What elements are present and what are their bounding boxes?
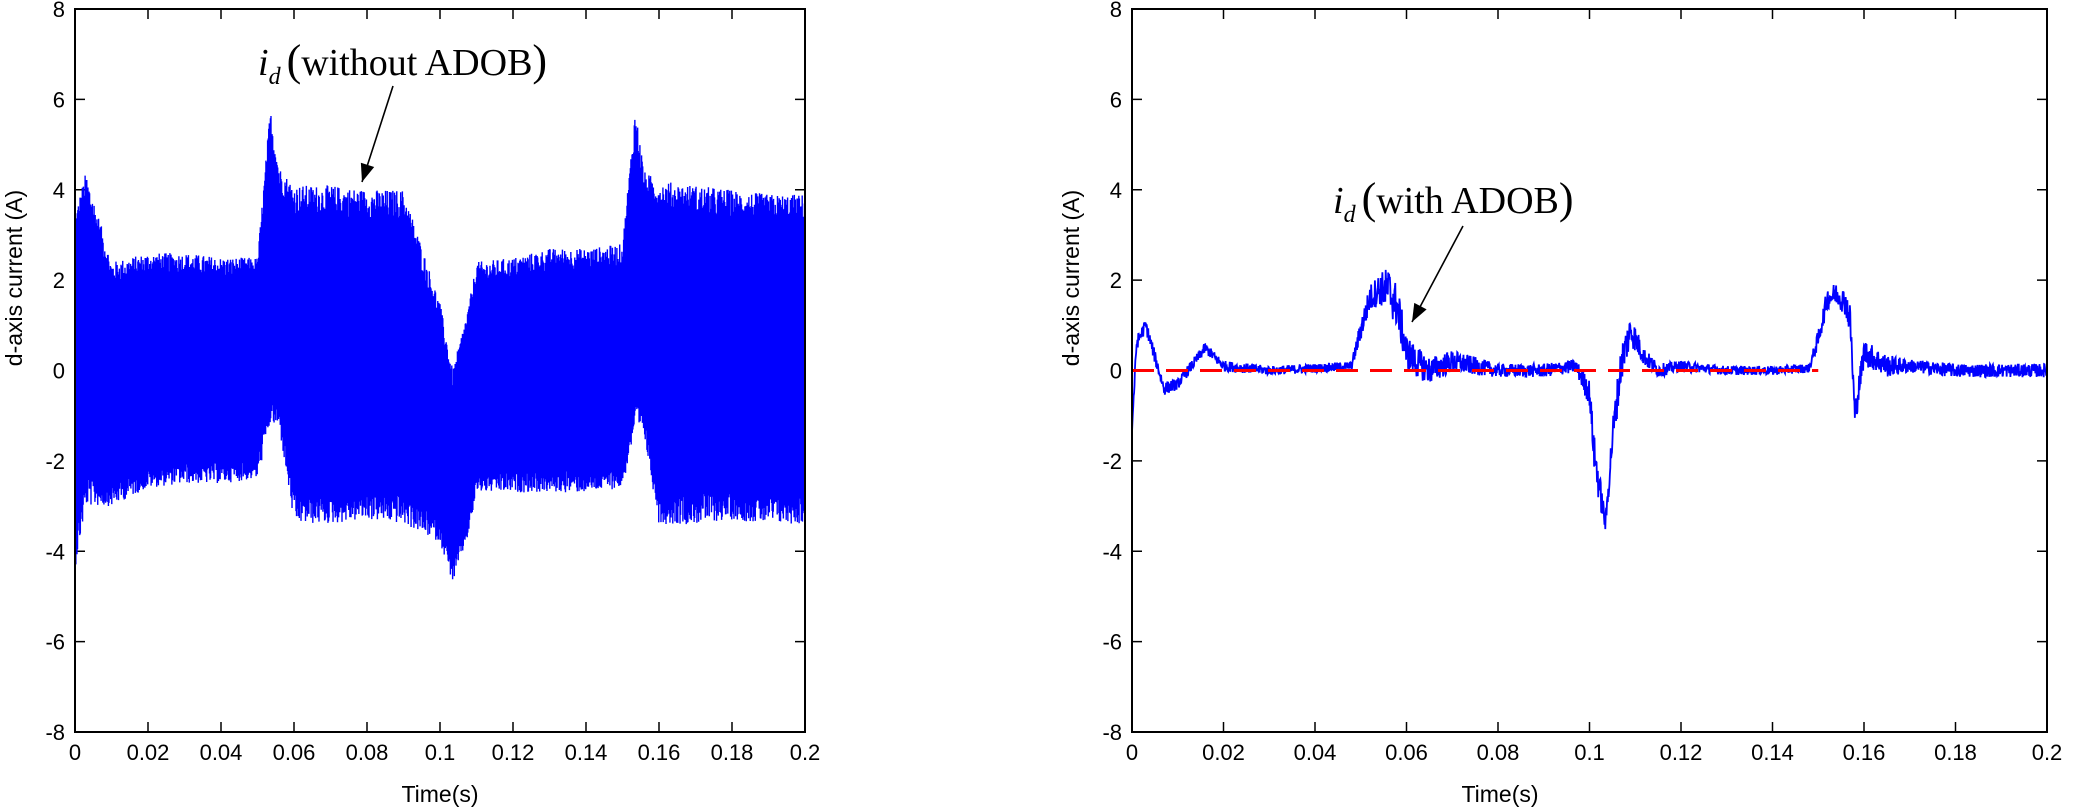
x-tick-label-left: 0.12 (492, 740, 535, 765)
x-tick-label-right: 0.04 (1294, 740, 1337, 765)
series-group-left (75, 115, 805, 580)
annotation-symbol-left: i (258, 42, 269, 84)
x-tick-label-left: 0.1 (425, 740, 456, 765)
x-tick-label-right: 0.02 (1202, 740, 1245, 765)
annotation-text-left: without ADOB (301, 42, 532, 84)
x-tick-label-left: 0.04 (200, 740, 243, 765)
y-tick-label-left: -6 (45, 630, 65, 655)
annotation-right: id (with ADOB) (1333, 174, 1574, 323)
y-axis-label-left: d-axis current (A) (1, 190, 27, 366)
series-line-right (1132, 269, 2047, 530)
annotation-paren-open-left: ( (287, 36, 302, 85)
y-tick-label-right: 8 (1110, 0, 1122, 22)
plot-frame-right (1131, 8, 2048, 733)
annotation-text-right: with ADOB (1376, 180, 1559, 222)
chart-right: d-axis current (A) Time(s) 0 0.02 0.04 0.06… (1058, 0, 2062, 807)
x-tick-label-right: 0.16 (1843, 740, 1886, 765)
x-tick-label-right: 0.06 (1385, 740, 1428, 765)
y-tick-label-left: 8 (53, 0, 65, 22)
y-tick-label-left: -4 (45, 539, 65, 564)
y-tick-label-left: 4 (53, 178, 65, 203)
x-axis-label-left: Time(s) (401, 781, 478, 807)
annotation-arrowhead-left (360, 162, 375, 182)
x-tick-label-right: 0 (1126, 740, 1138, 765)
annotation-arrow-right (1411, 225, 1464, 323)
x-tick-label-right: 0.1 (1574, 740, 1605, 765)
x-tick-label-left: 0.06 (273, 740, 316, 765)
x-axis-label-right: Time(s) (1461, 781, 1538, 807)
annotation-label-left: id (without ADOB) (258, 36, 547, 90)
plot-area-left (75, 115, 805, 580)
annotation-paren-open-right: ( (1362, 174, 1377, 223)
plot-area-right (1132, 269, 2047, 530)
y-tick-label-left: 0 (53, 359, 65, 384)
y-tick-label-right: 6 (1110, 87, 1122, 112)
chart-left: d-axis current (A) Time(s) 0 0.02 0.04 0.06… (1, 0, 820, 807)
annotation-arrowhead-right (1412, 302, 1427, 322)
x-tick-label-right: 0.18 (1934, 740, 1977, 765)
x-tick-label-left: 0.02 (127, 740, 170, 765)
annotation-subscript-left: d (269, 64, 282, 90)
annotation-label-right: id (with ADOB) (1333, 174, 1574, 228)
annotation-left: id (without ADOB) (258, 36, 547, 183)
y-tick-label-left: 2 (53, 268, 65, 293)
x-tick-label-left: 0 (69, 740, 81, 765)
x-tick-label-left: 0.2 (790, 740, 821, 765)
x-tick-label-right: 0.2 (2032, 740, 2063, 765)
annotation-paren-close-right: ) (1559, 174, 1574, 223)
ticks-left: 0 0.02 0.04 0.06 0.08 0.1 0.12 0.14 0.16 0.18 0.2 -… (45, 0, 820, 765)
y-tick-label-left: -8 (45, 720, 65, 745)
annotation-symbol-right: i (1333, 180, 1344, 222)
x-tick-label-left: 0.18 (711, 740, 754, 765)
x-tick-label-left: 0.16 (638, 740, 681, 765)
x-tick-label-right: 0.14 (1751, 740, 1794, 765)
annotation-paren-close-left: ) (532, 36, 547, 85)
y-tick-label-left: 6 (53, 87, 65, 112)
y-tick-label-right: -6 (1102, 630, 1122, 655)
y-tick-label-right: -4 (1102, 539, 1122, 564)
x-tick-label-right: 0.12 (1660, 740, 1703, 765)
y-tick-label-right: 0 (1110, 359, 1122, 384)
annotation-subscript-right: d (1344, 202, 1357, 228)
series-line-left (75, 115, 805, 580)
y-tick-label-right: 2 (1110, 268, 1122, 293)
x-tick-label-left: 0.14 (565, 740, 608, 765)
y-tick-label-right: 4 (1110, 178, 1122, 203)
y-tick-label-left: -2 (45, 449, 65, 474)
series-group-right (1132, 269, 2047, 530)
x-tick-label-left: 0.08 (346, 740, 389, 765)
x-tick-label-right: 0.08 (1477, 740, 1520, 765)
plot-frame-left (74, 8, 806, 733)
y-axis-label-right: d-axis current (A) (1058, 190, 1084, 366)
y-tick-label-right: -8 (1102, 720, 1122, 745)
y-tick-label-right: -2 (1102, 449, 1122, 474)
